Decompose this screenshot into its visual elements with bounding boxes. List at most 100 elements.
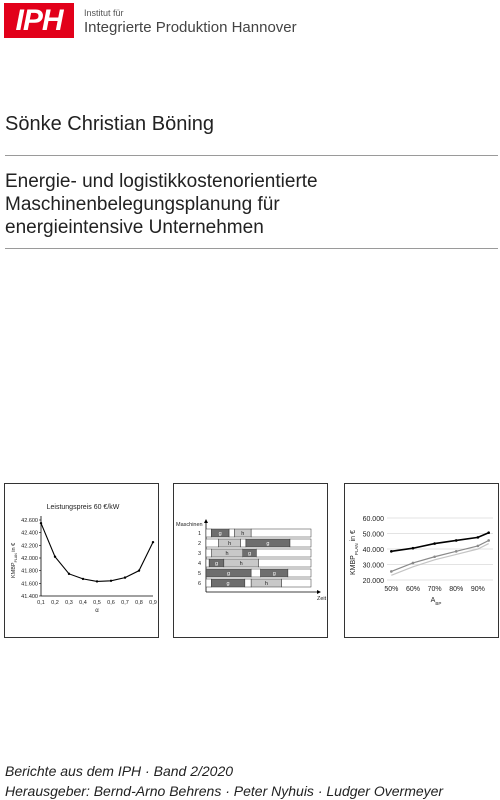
schedule-block [250, 528, 312, 538]
schedule-block [228, 528, 235, 538]
schedule-block [256, 548, 312, 558]
machine-label: 1 [198, 531, 201, 537]
y-axis-label: Maschinen [176, 522, 203, 528]
machine-label: 4 [198, 561, 201, 567]
x-axis-arrow [317, 590, 321, 594]
schedule-block [287, 568, 312, 578]
x-tick-label: 0,8 [135, 600, 143, 606]
chart-panel-cost-lines: 20.000 30.000 40.000 50.000 60.000 50% 60% 70% 8… [344, 483, 499, 638]
cost-curve-point [95, 580, 99, 583]
x-tick-label: 70% [428, 586, 442, 593]
iph-logo: IPH [4, 3, 74, 38]
title-line-3: energieintensive Unternehmen [5, 217, 264, 238]
title-line-2: Maschinenbelegungsplanung für [5, 194, 280, 215]
block-label: h [265, 581, 268, 587]
y-tick-label: 42.200 [21, 543, 38, 549]
block-label: g [215, 561, 218, 567]
x-axis-label: Zeit [317, 596, 327, 602]
y-tick-label: 20.000 [363, 578, 385, 585]
cost-curve-point [109, 579, 113, 582]
x-tick-label: 0,3 [65, 600, 73, 606]
cost-curve-point [67, 572, 71, 576]
x-tick-label: 0,9 [149, 600, 157, 606]
series-point-1 [411, 546, 415, 550]
y-tick-label: 41.400 [21, 594, 38, 600]
series-line-3 [391, 543, 489, 576]
schedule-block [205, 558, 210, 568]
x-tick-label: 0,1 [37, 600, 45, 606]
cost-curve-point [151, 540, 155, 544]
series-point-2 [476, 544, 480, 548]
series-point-2 [487, 539, 490, 542]
x-tick-label: 0,4 [79, 600, 87, 606]
y-tick-label: 30.000 [363, 563, 385, 570]
schedule-block [240, 538, 247, 548]
y-tick-label: 50.000 [363, 532, 385, 539]
block-label: g [273, 571, 276, 577]
institute-label-small: Institut für [84, 8, 124, 18]
block-label: g [219, 531, 222, 537]
series-info: Berichte aus dem IPH · Band 2/2020 [5, 763, 234, 779]
series-line-1 [391, 531, 489, 553]
machine-label: 5 [198, 571, 201, 577]
title-line-1: Energie- und logistikkostenorientierte [5, 171, 318, 192]
series-point-1 [454, 539, 458, 542]
cost-curve-point [53, 555, 57, 558]
cost-curve-point [39, 521, 43, 525]
cost-lines-chart: 20.000 30.000 40.000 50.000 60.000 50% 60% 70% 8… [350, 516, 493, 606]
schedule-block [205, 548, 212, 558]
book-title: Energie- und logistikkostenorientierte M… [5, 170, 495, 239]
block-label: h [240, 561, 243, 567]
series-point-1 [390, 550, 393, 553]
x-tick-label: 80% [449, 586, 463, 593]
block-label: h [241, 531, 244, 537]
block-label: g [266, 541, 269, 547]
x-axis-label: ABP [431, 597, 442, 606]
author-name: Sönke Christian Böning [5, 113, 215, 135]
schedule-block [205, 528, 212, 538]
x-tick-label: 60% [406, 586, 420, 593]
cost-curve-point [81, 577, 85, 581]
y-axis-label: KMBPPLAN in € [11, 543, 18, 578]
x-tick-label: 0,7 [121, 600, 129, 606]
series-line-2 [391, 539, 489, 573]
x-axis-label: α [95, 608, 99, 614]
editors-info: Herausgeber: Bernd-Arno Behrens · Peter … [5, 783, 444, 799]
cost-curve-line [40, 522, 154, 582]
block-label: g [227, 571, 230, 577]
y-axis-label: KMBPPLAN in € [350, 530, 359, 575]
block-label: g [227, 581, 230, 587]
institute-name: Integrierte Produktion Hannover [84, 19, 297, 36]
block-label: h [225, 551, 228, 557]
y-axis-arrow [204, 519, 208, 523]
series-point-2 [454, 550, 458, 553]
cost-curve-point [123, 576, 127, 579]
y-tick-label: 41.800 [21, 569, 38, 575]
chart-panel-gantt: Maschinen Zeit 1 g h 2 h g 3 h g 4 g h 5 g g 6 g h [173, 483, 328, 638]
x-tick-label: 90% [471, 586, 485, 593]
divider-top [5, 155, 498, 156]
schedule-block [289, 538, 312, 548]
series-point-1 [433, 542, 436, 545]
y-tick-label: 40.000 [363, 547, 385, 554]
x-tick-label: 0,6 [107, 600, 115, 606]
y-tick-label: 41.600 [21, 581, 38, 587]
cost-curve-point [137, 569, 141, 572]
block-label: g [248, 551, 251, 557]
schedule-block [281, 578, 312, 588]
series-point-2 [433, 555, 436, 559]
y-tick-label: 60.000 [363, 516, 385, 523]
y-tick-label: 42.000 [21, 556, 38, 562]
series-point-2 [411, 561, 415, 565]
schedule-block [205, 538, 219, 548]
machine-label: 3 [198, 551, 201, 557]
chart-panel-cost-curve: Leistungspreis 60 €/kW 41.400 41.600 41.800… [4, 483, 159, 638]
series-point-1 [487, 531, 490, 535]
chart-title: Leistungspreis 60 €/kW [47, 504, 120, 511]
x-tick-label: 50% [384, 586, 398, 593]
series-point-1 [476, 536, 480, 539]
schedule-block [250, 568, 261, 578]
machine-label: 2 [198, 541, 201, 547]
schedule-block [205, 578, 212, 588]
